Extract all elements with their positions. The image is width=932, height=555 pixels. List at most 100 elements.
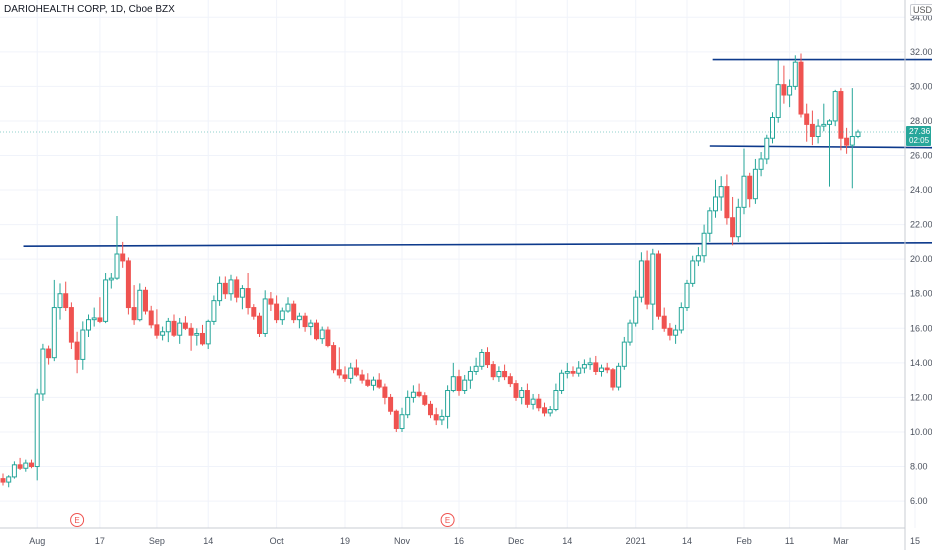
candle-body (228, 279, 234, 295)
candle-body (576, 367, 582, 374)
candle-body (513, 383, 519, 398)
x-tick-label: Aug (29, 536, 45, 546)
candle-body (342, 374, 348, 379)
candle-body (382, 386, 388, 398)
y-tick-label: 34.00 (910, 12, 932, 22)
x-tick-label: Oct (270, 536, 285, 546)
candle-body (638, 260, 644, 298)
candle-body (291, 303, 297, 321)
candle-body (365, 379, 371, 386)
candle-body (6, 476, 12, 483)
candle-body (792, 61, 798, 87)
candle-body (114, 253, 120, 279)
candle-body (57, 293, 63, 309)
candle-body (388, 396, 394, 412)
x-tick-label: Dec (508, 536, 525, 546)
candle-body (148, 310, 154, 326)
x-tick-label: 15 (910, 536, 920, 546)
candle-body (553, 390, 559, 411)
horizontal-line[interactable] (23, 242, 932, 248)
candle-body (764, 137, 770, 160)
candle-body (690, 260, 696, 284)
candle-body (587, 362, 593, 366)
candle-body (621, 341, 627, 367)
candle-body (450, 376, 456, 392)
earnings-marker-icon[interactable] (70, 513, 85, 527)
candle-body (815, 125, 821, 137)
candle-body (752, 168, 758, 200)
candle-body (730, 217, 736, 238)
candle-body (405, 396, 411, 416)
candle-body (707, 210, 713, 234)
y-tick-label: 18.00 (910, 289, 932, 299)
candle-body (205, 320, 211, 345)
candle-body (422, 395, 428, 405)
candle-body (200, 332, 205, 345)
candle-body (855, 131, 861, 137)
candle-body (604, 367, 610, 371)
candle-body (827, 120, 832, 125)
y-tick-label: 20.00 (910, 254, 932, 264)
horizontal-line[interactable] (709, 145, 932, 149)
candle-body (456, 376, 462, 392)
candle-body (353, 367, 359, 376)
y-tick-label: 26.00 (910, 151, 932, 161)
candle-body (564, 371, 570, 374)
candle-body (445, 390, 451, 417)
candle-body (735, 206, 741, 238)
candle-body (137, 289, 143, 321)
candle-body (678, 307, 684, 331)
x-tick-label: Feb (736, 536, 752, 546)
candle-body (849, 135, 855, 146)
y-tick-label: 12.00 (910, 392, 932, 402)
candle-body (416, 391, 422, 397)
y-tick-label: 28.00 (910, 116, 932, 126)
candle-body (348, 367, 354, 379)
candle-body (51, 307, 57, 359)
y-tick-label: 6.00 (910, 496, 928, 506)
candle-body (274, 303, 280, 321)
candle-body (610, 369, 616, 388)
candle-body (633, 296, 639, 324)
candle-body (0, 478, 6, 483)
candle-body (775, 84, 781, 118)
candle-body (154, 324, 160, 336)
candle-body (536, 398, 542, 409)
candle-body (593, 362, 599, 372)
earnings-marker-icon[interactable] (440, 513, 455, 527)
candle-body (97, 317, 103, 322)
candle-body (279, 310, 285, 321)
candle-body (524, 390, 530, 405)
candle-body (194, 332, 200, 336)
candle-body (296, 315, 302, 321)
candle-body (428, 403, 433, 416)
candle-body (701, 232, 707, 257)
candle-body (787, 85, 793, 96)
candle-body (661, 315, 667, 329)
candle-body (724, 186, 730, 219)
currency-button[interactable]: USD (910, 4, 932, 16)
x-tick-label: 11 (785, 536, 794, 546)
candle-body (804, 113, 810, 125)
y-tick-label: 24.00 (910, 185, 932, 195)
candle-body (844, 137, 850, 146)
candle-body (143, 289, 148, 312)
candle-body (627, 322, 633, 343)
x-tick-label: 16 (454, 536, 464, 546)
candle-body (559, 372, 565, 392)
candle-body (650, 253, 656, 305)
y-tick-label: 8.00 (910, 462, 928, 472)
candle-body (34, 393, 40, 468)
candle-body (741, 175, 747, 208)
candle-body (68, 307, 74, 343)
candle-body (257, 315, 262, 334)
x-tick-label: 14 (562, 536, 572, 546)
candle-body (319, 329, 325, 340)
x-tick-label: 19 (340, 536, 350, 546)
candle-body (507, 376, 513, 385)
candle-body (570, 371, 576, 374)
candle-body (781, 84, 787, 96)
candle-body (547, 409, 553, 414)
